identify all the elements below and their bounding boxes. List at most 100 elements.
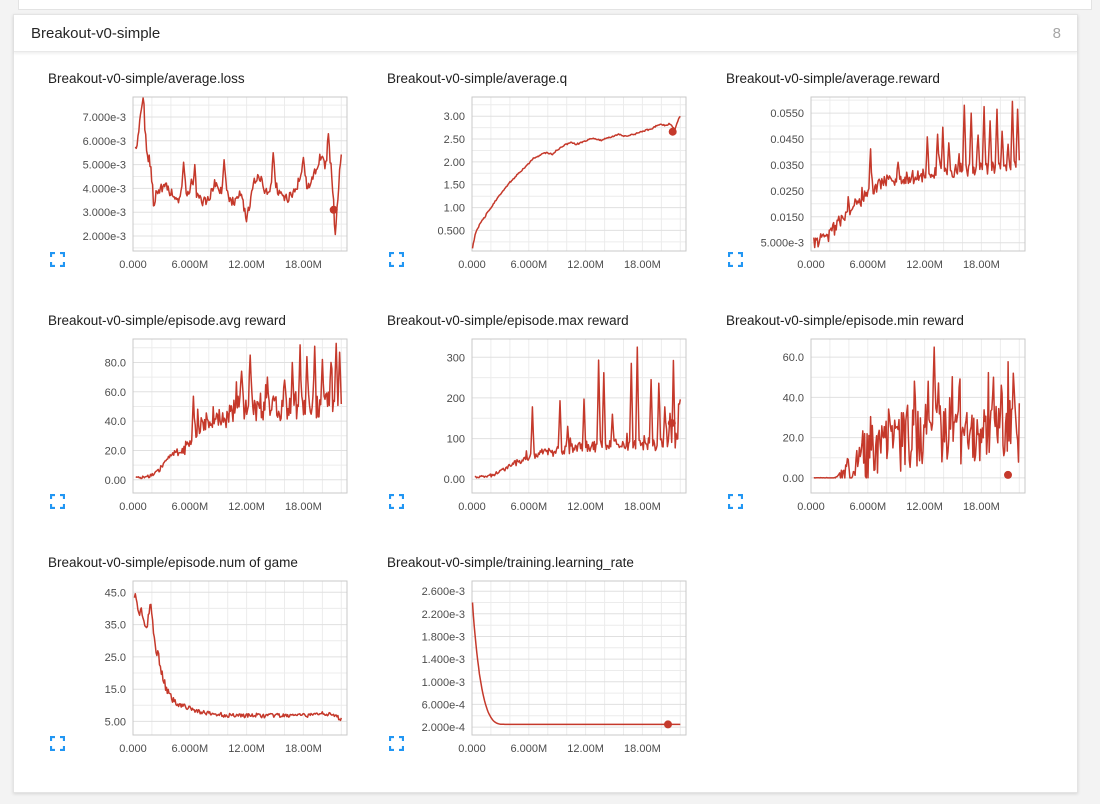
- svg-text:6.000M: 6.000M: [849, 259, 886, 271]
- category-header[interactable]: Breakout-v0-simple 8: [14, 15, 1077, 52]
- svg-text:18.00M: 18.00M: [285, 259, 322, 271]
- svg-text:0.000: 0.000: [119, 501, 147, 513]
- svg-text:0.0350: 0.0350: [770, 160, 804, 172]
- svg-text:45.0: 45.0: [105, 587, 126, 599]
- svg-text:6.000M: 6.000M: [849, 501, 886, 513]
- svg-text:20.0: 20.0: [783, 433, 804, 445]
- svg-text:18.00M: 18.00M: [624, 501, 661, 513]
- svg-text:0.000: 0.000: [458, 259, 486, 271]
- expand-chart-icon[interactable]: [49, 735, 66, 752]
- svg-text:0.000: 0.000: [119, 743, 147, 755]
- expand-chart-icon[interactable]: [727, 251, 744, 268]
- chart-title: Breakout-v0-simple/average.q: [387, 71, 568, 86]
- svg-text:12.00M: 12.00M: [906, 501, 943, 513]
- line-chart[interactable]: 0.00 100 200 300 0.000 6.000M 12.00M 18.00M: [387, 333, 700, 525]
- svg-text:300: 300: [447, 352, 465, 364]
- svg-text:2.600e-3: 2.600e-3: [422, 586, 465, 598]
- series-line: [474, 346, 682, 479]
- line-chart[interactable]: 2.000e-3 3.000e-3 4.000e-3 5.000e-3 6.000e-3…: [48, 91, 361, 283]
- svg-text:15.0: 15.0: [105, 684, 126, 696]
- svg-text:35.0: 35.0: [105, 620, 126, 632]
- chart-title: Breakout-v0-simple/average.loss: [48, 71, 245, 86]
- expand-chart-icon[interactable]: [49, 493, 66, 510]
- latest-value-dot: [329, 205, 338, 214]
- svg-text:4.000e-3: 4.000e-3: [83, 183, 126, 195]
- svg-text:12.00M: 12.00M: [567, 743, 604, 755]
- line-chart[interactable]: 0.500 1.00 1.50 2.00 2.50 3.00 0.000 6.000M 12.0…: [387, 91, 700, 283]
- chart-card: Breakout-v0-simple/average.loss 2.000e-3…: [48, 64, 361, 280]
- chart-card: Breakout-v0-simple/episode.avg reward 0.…: [48, 306, 361, 522]
- svg-text:1.000e-3: 1.000e-3: [422, 677, 465, 689]
- svg-text:0.0250: 0.0250: [770, 186, 804, 198]
- svg-text:6.000M: 6.000M: [510, 743, 547, 755]
- expand-chart-icon[interactable]: [388, 493, 405, 510]
- chart-card: Breakout-v0-simple/episode.min reward 0.…: [726, 306, 1039, 522]
- svg-text:0.00: 0.00: [105, 475, 126, 487]
- line-chart[interactable]: 5.00 15.0 25.0 35.0 45.0 0.000 6.000M 12.00M 18.…: [48, 575, 361, 767]
- svg-text:0.000: 0.000: [458, 743, 486, 755]
- svg-text:5.000e-3: 5.000e-3: [761, 238, 804, 250]
- chart-title: Breakout-v0-simple/episode.max reward: [387, 313, 629, 328]
- chart-card: Breakout-v0-simple/training.learning_rat…: [387, 548, 700, 764]
- line-chart[interactable]: 2.000e-4 6.000e-4 1.000e-3 1.400e-3 1.800e-3…: [387, 575, 700, 767]
- series-line: [134, 97, 343, 236]
- svg-text:2.000e-4: 2.000e-4: [422, 722, 465, 734]
- svg-text:12.00M: 12.00M: [228, 259, 265, 271]
- category-title: Breakout-v0-simple: [31, 24, 161, 42]
- series-line: [135, 342, 343, 480]
- series-line: [813, 100, 1021, 249]
- expand-chart-icon[interactable]: [388, 735, 405, 752]
- svg-text:6.000M: 6.000M: [171, 259, 208, 271]
- line-chart[interactable]: 0.00 20.0 40.0 60.0 80.0 0.000 6.000M 12.00M 18.…: [48, 333, 361, 525]
- svg-text:1.50: 1.50: [444, 180, 465, 192]
- chart-title: Breakout-v0-simple/episode.min reward: [726, 313, 964, 328]
- svg-text:60.0: 60.0: [783, 352, 804, 364]
- svg-text:100: 100: [447, 434, 465, 446]
- chart-card: Breakout-v0-simple/episode.num of game 5…: [48, 548, 361, 764]
- chart-card: Breakout-v0-simple/average.reward 5.000e…: [726, 64, 1039, 280]
- svg-text:12.00M: 12.00M: [228, 501, 265, 513]
- svg-text:3.00: 3.00: [444, 111, 465, 123]
- svg-text:18.00M: 18.00M: [624, 743, 661, 755]
- svg-text:12.00M: 12.00M: [906, 259, 943, 271]
- svg-text:0.00: 0.00: [444, 474, 465, 486]
- chart-card: Breakout-v0-simple/episode.max reward 0.…: [387, 306, 700, 522]
- svg-text:18.00M: 18.00M: [285, 501, 322, 513]
- svg-text:0.0150: 0.0150: [770, 212, 804, 224]
- svg-text:6.000e-3: 6.000e-3: [83, 136, 126, 148]
- series-line: [813, 346, 1021, 479]
- expand-chart-icon[interactable]: [727, 493, 744, 510]
- svg-text:200: 200: [447, 393, 465, 405]
- svg-text:3.000e-3: 3.000e-3: [83, 207, 126, 219]
- latest-value-dot: [1004, 470, 1012, 479]
- chart-card: Breakout-v0-simple/average.q 0.500 1.00 1.…: [387, 64, 700, 280]
- svg-text:5.000e-3: 5.000e-3: [83, 160, 126, 172]
- svg-text:1.800e-3: 1.800e-3: [422, 632, 465, 644]
- line-chart[interactable]: 5.000e-3 0.0150 0.0250 0.0350 0.0450 0.0550 0.…: [726, 91, 1039, 283]
- latest-value-dot: [668, 127, 677, 136]
- series-line: [471, 602, 681, 726]
- svg-text:0.000: 0.000: [797, 259, 825, 271]
- svg-text:6.000M: 6.000M: [510, 501, 547, 513]
- svg-text:1.00: 1.00: [444, 203, 465, 215]
- chart-title: Breakout-v0-simple/episode.avg reward: [48, 313, 286, 328]
- svg-text:18.00M: 18.00M: [963, 259, 1000, 271]
- svg-text:12.00M: 12.00M: [567, 501, 604, 513]
- chart-title: Breakout-v0-simple/episode.num of game: [48, 555, 298, 570]
- latest-value-dot: [667, 419, 676, 428]
- chart-title: Breakout-v0-simple/training.learning_rat…: [387, 555, 634, 570]
- svg-text:0.00: 0.00: [783, 473, 804, 485]
- series-line: [133, 592, 343, 722]
- latest-value-dot: [664, 720, 672, 729]
- svg-text:20.0: 20.0: [105, 446, 126, 458]
- svg-text:6.000M: 6.000M: [171, 501, 208, 513]
- svg-text:5.00: 5.00: [105, 716, 126, 728]
- svg-text:18.00M: 18.00M: [285, 743, 322, 755]
- svg-text:0.500: 0.500: [437, 225, 465, 237]
- line-chart[interactable]: 0.00 20.0 40.0 60.0 0.000 6.000M 12.00M 18.00M: [726, 333, 1039, 525]
- svg-text:6.000e-4: 6.000e-4: [422, 699, 465, 711]
- svg-text:40.0: 40.0: [783, 392, 804, 404]
- expand-chart-icon[interactable]: [49, 251, 66, 268]
- category-card: Breakout-v0-simple 8 Breakout-v0-simple/…: [13, 14, 1078, 793]
- expand-chart-icon[interactable]: [388, 251, 405, 268]
